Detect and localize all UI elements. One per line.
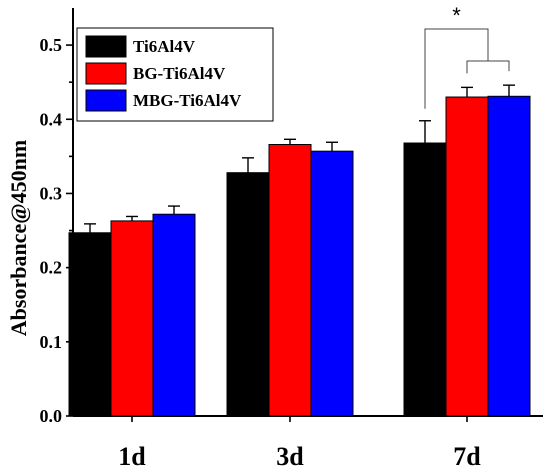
legend-label: BG-Ti6Al4V [133,64,226,83]
bar-ti6al4v-7d [403,142,447,417]
bar-mbg-ti6al4v-3d [310,150,354,417]
significance-bracket-inner [466,60,510,74]
bar-bg-ti6al4v-3d [268,143,312,417]
legend-swatch-ti6al4v [85,35,127,58]
x-tick-label: 3d [276,442,304,471]
legend-swatch-bg-ti6al4v [85,62,127,85]
y-tick-label: 0.0 [40,406,63,426]
y-tick-label: 0.5 [40,35,63,55]
legend: Ti6Al4V BG-Ti6Al4V MBG-Ti6Al4V [76,27,274,122]
significance-bracket-outer [424,28,489,109]
y-tick-label: 0.2 [40,258,63,278]
bar-ti6al4v-3d [226,172,270,417]
bar-mbg-ti6al4v-7d [487,95,531,417]
plot-area: 0.0 0.1 0.2 0.3 0.4 0.5 1d 3d 7d * [40,3,543,471]
legend-swatch-mbg-ti6al4v [85,89,127,112]
y-axis-label: Absorbance@450nm [6,140,31,336]
bar-bg-ti6al4v-1d [110,220,154,417]
bar-mbg-ti6al4v-1d [152,213,196,417]
x-tick-label: 1d [118,442,146,471]
y-tick-label: 0.3 [40,183,63,203]
legend-label: Ti6Al4V [133,37,196,56]
bar-ti6al4v-1d [68,232,112,417]
y-tick-label: 0.1 [40,332,63,352]
legend-label: MBG-Ti6Al4V [133,91,242,110]
x-tick-label: 7d [453,442,481,471]
bar-bg-ti6al4v-7d [445,96,489,417]
y-tick-label: 0.4 [40,109,63,129]
significance-star: * [452,3,461,28]
